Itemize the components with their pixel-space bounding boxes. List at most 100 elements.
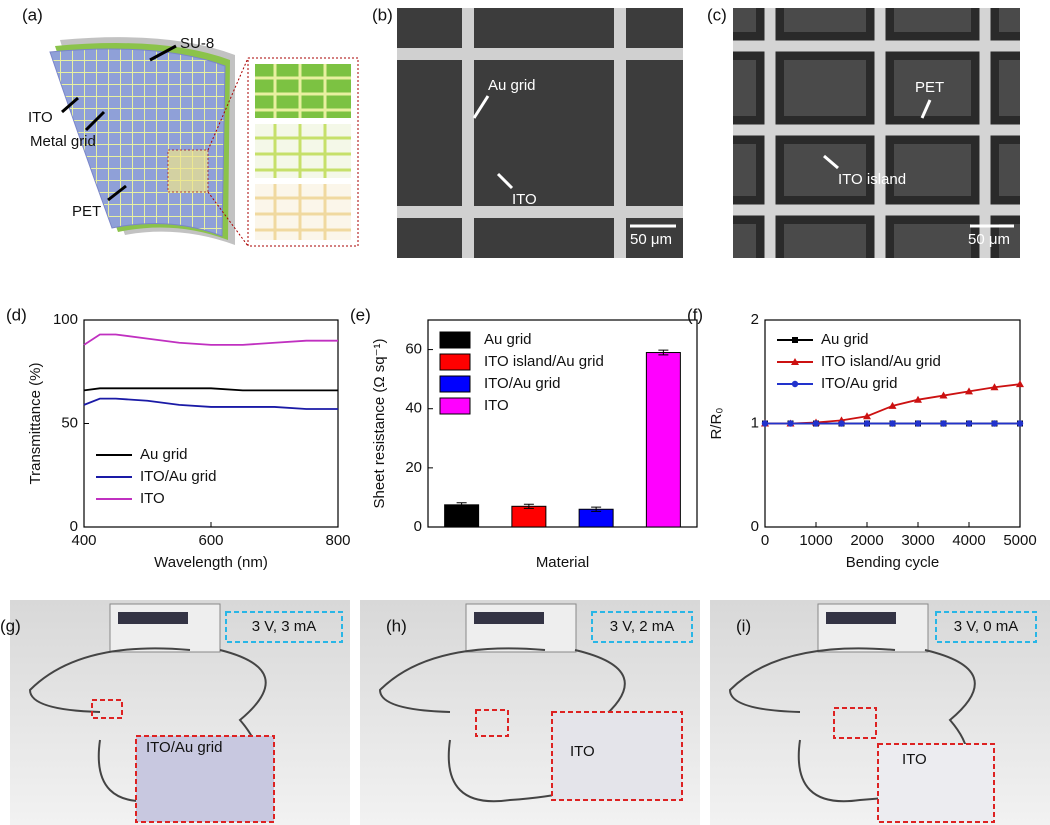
marker (792, 337, 798, 343)
marker (791, 380, 799, 388)
legend-label: ITO (140, 490, 165, 507)
y-tick-label: 0 (751, 518, 759, 535)
legend-label: ITO/Au grid (484, 375, 560, 392)
y-tick-label: 60 (405, 341, 422, 358)
chart: (f) Bending cycle R/R₀ 0 1 2 0 1000 2000 3000 4000… (687, 305, 1037, 570)
bar (578, 508, 614, 528)
scale-bar-label: 50 μm (630, 231, 672, 248)
y-tick-label: 2 (751, 311, 759, 328)
annotation: Metal grid (30, 133, 96, 150)
annotation: 3 V, 3 mA (252, 618, 316, 635)
marker (889, 420, 896, 427)
panel-b: (b) Au grid ITO 50 μm (372, 5, 683, 258)
annotation: 3 V, 0 mA (954, 618, 1018, 635)
error-bar (591, 506, 602, 512)
x-tick-label: 2000 (850, 532, 883, 549)
error-bar (523, 503, 534, 509)
marker (940, 420, 947, 427)
panel-h: (h) 3 V, 2 mA ITO (360, 600, 700, 825)
legend-label: Au grid (140, 446, 188, 463)
annotation: ITO/Au grid (146, 739, 222, 756)
annotation: ITO (902, 751, 927, 768)
annotation: ITO (512, 191, 537, 208)
panel-label: (i) (736, 616, 751, 635)
y-tick-label: 0 (70, 518, 78, 535)
y-axis-label: R/R₀ (708, 407, 725, 439)
annotation: SU-8 (180, 35, 214, 52)
plot-frame (427, 319, 698, 528)
x-tick-label: 800 (325, 532, 350, 549)
marker (1016, 420, 1024, 427)
x-tick-label: 1000 (799, 532, 832, 549)
annotation: 3 V, 2 mA (610, 618, 674, 635)
annotation: PET (915, 79, 944, 96)
bar (511, 505, 547, 528)
legend-label: ITO/Au grid (821, 375, 897, 392)
annotation: PET (72, 203, 101, 220)
x-axis-label: Material (536, 554, 589, 571)
y-tick-label: 50 (61, 414, 78, 431)
legend-swatch (439, 375, 471, 393)
legend-label: Au grid (821, 331, 869, 348)
plot-frame (83, 319, 339, 528)
y-tick-label: 40 (405, 400, 422, 417)
x-tick-label: 5000 (1003, 532, 1036, 549)
marker (914, 420, 922, 427)
line (83, 333, 338, 346)
marker (965, 387, 973, 395)
panel-c: (c) PET ITO island 50 μm (707, 5, 1020, 258)
marker (863, 420, 871, 427)
marker (991, 420, 998, 427)
panel-label: (c) (707, 5, 727, 24)
marker (990, 383, 999, 391)
marker (914, 395, 922, 403)
legend-swatch (439, 397, 471, 415)
x-tick-label: 0 (761, 532, 769, 549)
legend-swatch (439, 331, 471, 349)
panel-label: (a) (22, 5, 43, 24)
marker (888, 401, 897, 409)
panel-a: (a) SU-8 ITO Metal grid PET (22, 5, 359, 247)
legend-swatch (439, 353, 471, 371)
chart: (e) Material Sheet resistance (Ω sq⁻¹) 0 20 4… (350, 305, 698, 571)
y-tick-label: 100 (53, 311, 78, 328)
panel-label: (f) (687, 305, 703, 324)
panel-i: (i) 3 V, 0 mA ITO (710, 600, 1050, 825)
legend-label: Au grid (484, 331, 532, 348)
legend-label: ITO/Au grid (140, 468, 216, 485)
legend-label: ITO island/Au grid (484, 353, 604, 370)
x-tick-label: 600 (198, 532, 223, 549)
marker (939, 391, 948, 399)
annotation: ITO island (838, 171, 906, 188)
annotation: ITO (28, 109, 53, 126)
annotation: Au grid (488, 77, 536, 94)
marker (863, 412, 871, 420)
y-tick-label: 1 (751, 414, 759, 431)
marker (791, 358, 799, 365)
y-tick-label: 0 (414, 518, 422, 535)
y-tick-label: 20 (405, 459, 422, 476)
line (83, 397, 338, 410)
panel-label: (d) (6, 305, 27, 324)
chart: (d) Wavelength (nm) Transmittance (%) 0 50 10… (6, 305, 351, 570)
panel-label: (e) (350, 305, 371, 324)
legend-label: ITO (484, 397, 509, 414)
x-tick-label: 400 (71, 532, 96, 549)
marker (812, 420, 820, 427)
x-axis-label: Wavelength (nm) (154, 554, 268, 571)
marker (838, 420, 845, 427)
panel-label: (g) (0, 616, 21, 635)
marker (787, 420, 794, 427)
panel-label: (h) (386, 616, 407, 635)
line (83, 387, 338, 392)
marker (761, 420, 769, 427)
bar (444, 504, 480, 528)
x-axis-label: Bending cycle (846, 554, 939, 571)
annotation: ITO (570, 743, 595, 760)
marker (1016, 380, 1024, 388)
x-tick-label: 3000 (901, 532, 934, 549)
error-bar (658, 349, 669, 356)
panel-label: (b) (372, 5, 393, 24)
legend-label: ITO island/Au grid (821, 353, 941, 370)
